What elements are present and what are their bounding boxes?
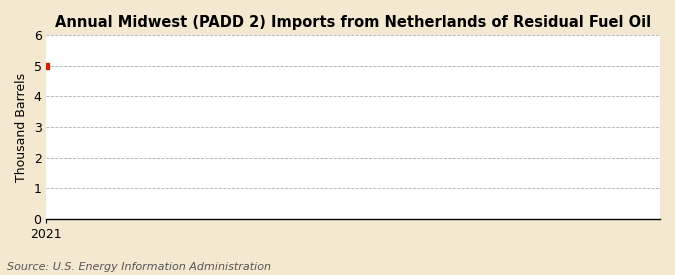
Y-axis label: Thousand Barrels: Thousand Barrels bbox=[15, 73, 28, 182]
Text: Source: U.S. Energy Information Administration: Source: U.S. Energy Information Administ… bbox=[7, 262, 271, 272]
Title: Annual Midwest (PADD 2) Imports from Netherlands of Residual Fuel Oil: Annual Midwest (PADD 2) Imports from Net… bbox=[55, 15, 651, 30]
